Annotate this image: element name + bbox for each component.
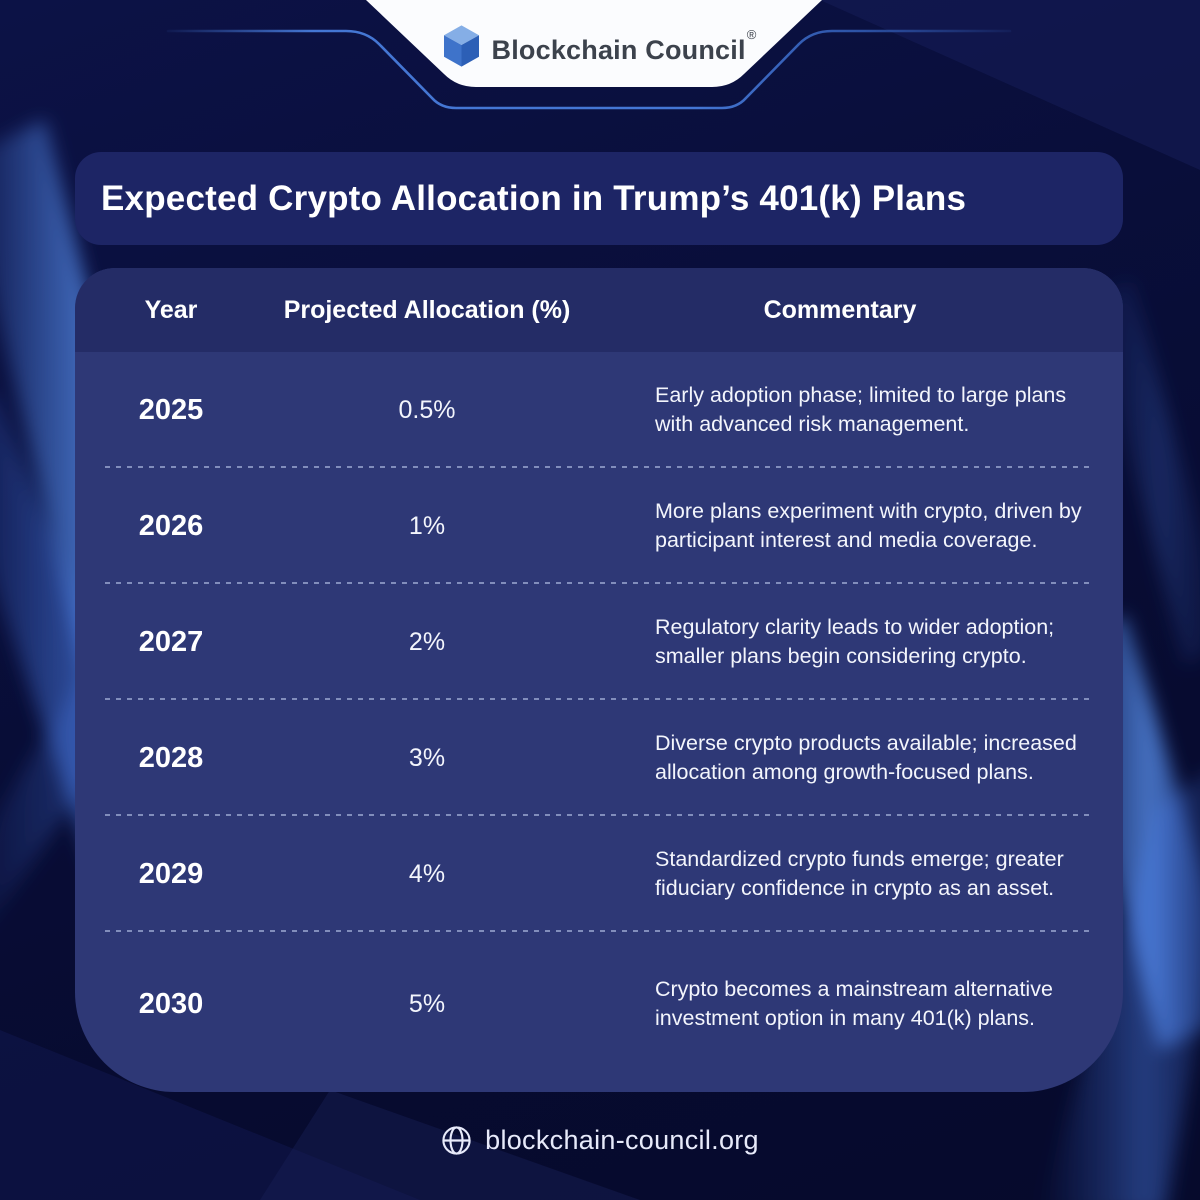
registered-mark: ® xyxy=(746,26,757,42)
year-cell: 2025 xyxy=(138,393,204,426)
brand-name: Blockchain Council® xyxy=(491,26,757,65)
table-row: 2027 2% Regulatory clarity leads to wide… xyxy=(75,584,1123,700)
year-cell: 2030 xyxy=(138,987,204,1020)
title-card: Expected Crypto Allocation in Trump’s 40… xyxy=(75,152,1123,245)
column-header-commentary: Commentary xyxy=(763,295,917,324)
commentary-cell: More plans experiment with crypto, drive… xyxy=(655,499,1082,552)
row-separator xyxy=(105,814,1093,816)
year-cell: 2028 xyxy=(138,741,204,774)
table-row: 2030 5% Crypto becomes a mainstream alte… xyxy=(75,932,1123,1076)
table-row: 2029 4% Standardized crypto funds emerge… xyxy=(75,816,1123,932)
website-link: blockchain-council.org xyxy=(485,1125,759,1155)
commentary-cell: Early adoption phase; limited to large p… xyxy=(655,383,1067,436)
accent-outline xyxy=(166,29,1012,110)
allocation-cell: 3% xyxy=(408,743,446,772)
banner-shape xyxy=(366,0,822,87)
page-title: Expected Crypto Allocation in Trump’s 40… xyxy=(101,178,967,218)
allocation-cell: 0.5% xyxy=(398,395,456,424)
row-separator xyxy=(105,582,1093,584)
cube-icon xyxy=(443,25,479,67)
globe-icon xyxy=(442,1126,471,1155)
commentary-cell: Diverse crypto products available; incre… xyxy=(655,731,1077,784)
row-separator xyxy=(105,698,1093,700)
header-banner xyxy=(166,0,1012,110)
allocation-table: Year Projected Allocation (%) Commentary… xyxy=(75,268,1123,1092)
brand-logo: Blockchain Council® xyxy=(0,20,1200,72)
year-cell: 2026 xyxy=(138,509,204,542)
commentary-cell: Standardized crypto funds emerge; greate… xyxy=(655,847,1064,900)
row-separator xyxy=(105,466,1093,468)
commentary-cell: Regulatory clarity leads to wider adopti… xyxy=(655,615,1055,668)
year-cell: 2029 xyxy=(138,857,204,890)
commentary-cell: Crypto becomes a mainstream alternative … xyxy=(655,977,1053,1030)
table-header-row: Year Projected Allocation (%) Commentary xyxy=(75,268,1123,352)
table-row: 2025 0.5% Early adoption phase; limited … xyxy=(75,352,1123,468)
table-row: 2028 3% Diverse crypto products availabl… xyxy=(75,700,1123,816)
allocation-cell: 2% xyxy=(408,627,446,656)
allocation-cell: 4% xyxy=(408,859,446,888)
footer: blockchain-council.org xyxy=(0,1125,1200,1156)
table-row: 2026 1% More plans experiment with crypt… xyxy=(75,468,1123,584)
column-header-allocation: Projected Allocation (%) xyxy=(283,295,571,324)
allocation-cell: 1% xyxy=(408,511,446,540)
column-header-year: Year xyxy=(144,295,198,324)
row-separator xyxy=(105,930,1093,932)
year-cell: 2027 xyxy=(138,625,204,658)
allocation-cell: 5% xyxy=(408,989,446,1018)
